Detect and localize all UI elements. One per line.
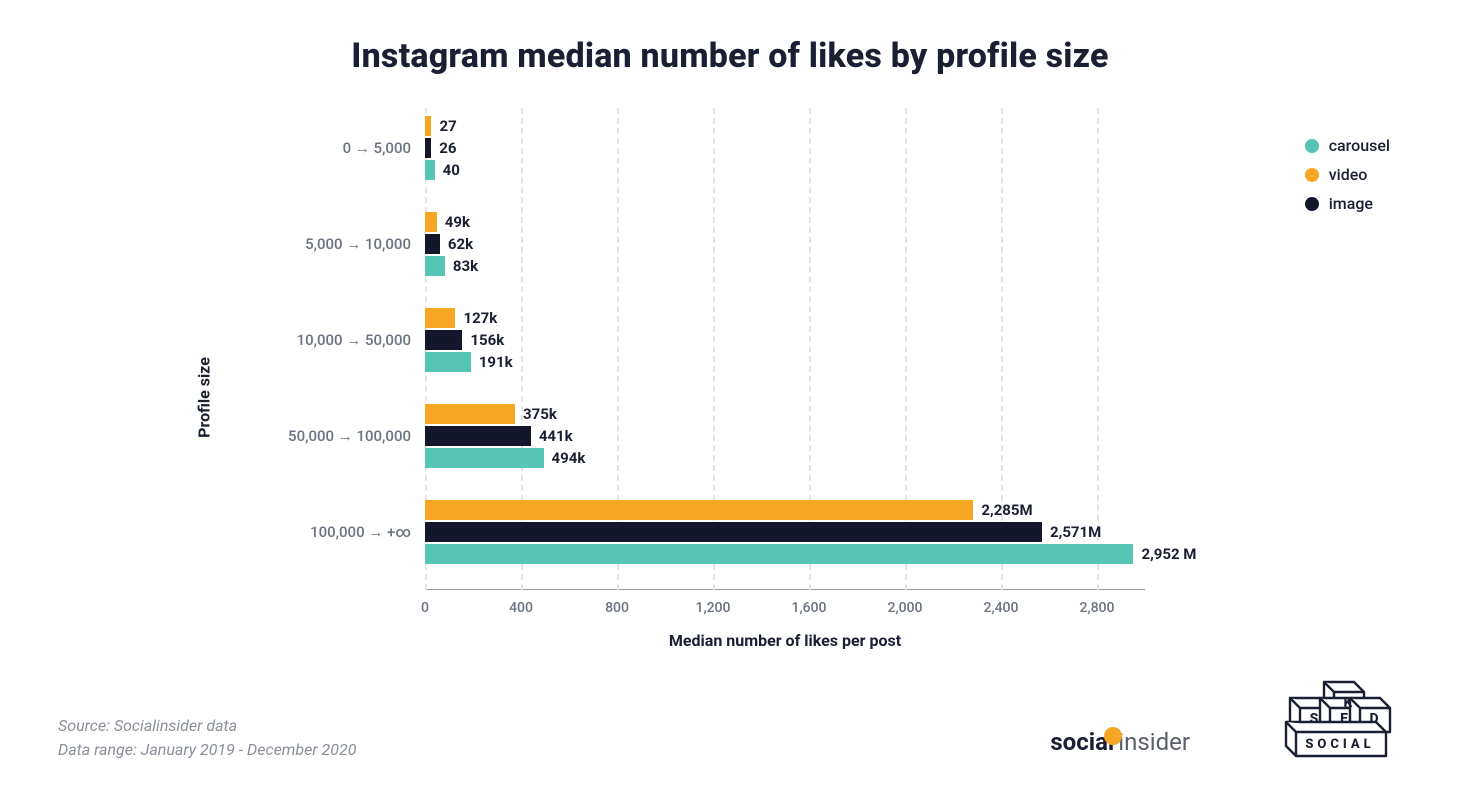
- sked-word-social: SOCIAL: [1305, 737, 1374, 752]
- category-label: 100,000 → +∞: [310, 523, 425, 541]
- bar-carousel: 2,952 M: [425, 544, 1133, 564]
- source-line-1: Source: Socialinsider data: [58, 714, 356, 738]
- x-tick: 400: [509, 600, 533, 616]
- legend-label: image: [1329, 194, 1373, 213]
- x-axis-line: [425, 589, 1145, 590]
- chart-title: Instagram median number of likes by prof…: [0, 0, 1460, 76]
- bar-value-label: 441k: [531, 427, 573, 445]
- legend-label: carousel: [1329, 136, 1390, 155]
- bar-value-label: 156k: [462, 331, 504, 349]
- category-label: 5,000 → 10,000: [305, 235, 425, 253]
- x-tick: 800: [605, 600, 629, 616]
- category-label: 10,000 → 50,000: [297, 331, 425, 349]
- socialinsider-logo: socialinsider: [1050, 728, 1190, 756]
- legend-label: video: [1329, 165, 1368, 184]
- bar-image: 441k: [425, 426, 531, 446]
- x-tick: 2,000: [888, 600, 923, 616]
- bar-image: 62k: [425, 234, 440, 254]
- bar-value-label: 375k: [515, 405, 557, 423]
- bar-value-label: 26: [431, 139, 456, 157]
- sked-social-logo: K S E D SOCIAL: [1260, 676, 1410, 770]
- legend-item-video: video: [1305, 165, 1390, 184]
- sked-letter-k: K: [1344, 695, 1354, 711]
- legend-dot-icon: [1305, 197, 1319, 211]
- x-tick: 1,600: [792, 600, 827, 616]
- x-tick: 0: [421, 600, 429, 616]
- y-axis-title: Profile size: [195, 357, 214, 438]
- chart-area: Profile size Median number of likes per …: [230, 108, 1230, 668]
- source-footer: Source: Socialinsider data Data range: J…: [58, 714, 356, 762]
- bar-value-label: 191k: [471, 353, 513, 371]
- bar-video: 27: [425, 116, 431, 136]
- sked-letter-d: D: [1369, 711, 1378, 727]
- bar-image: 156k: [425, 330, 462, 350]
- x-axis-title: Median number of likes per post: [669, 631, 901, 650]
- sked-letter-s: S: [1310, 711, 1319, 727]
- legend-item-carousel: carousel: [1305, 136, 1390, 155]
- bar-value-label: 40: [435, 161, 460, 179]
- bar-value-label: 2,571M: [1042, 523, 1101, 541]
- bar-group: 0 → 5,000272640: [425, 116, 1145, 180]
- bar-value-label: 83k: [445, 257, 478, 275]
- category-label: 0 → 5,000: [343, 139, 425, 157]
- bar-value-label: 49k: [437, 213, 470, 231]
- sked-letter-e: E: [1340, 711, 1348, 727]
- bar-image: 2,571M: [425, 522, 1042, 542]
- bar-group: 50,000 → 100,000375k441k494k: [425, 404, 1145, 468]
- x-tick: 2,800: [1080, 600, 1115, 616]
- bar-value-label: 2,285M: [973, 501, 1032, 519]
- legend-item-image: image: [1305, 194, 1390, 213]
- legend-dot-icon: [1305, 168, 1319, 182]
- category-label: 50,000 → 100,000: [288, 427, 425, 445]
- bar-image: 26: [425, 138, 431, 158]
- bar-video: 375k: [425, 404, 515, 424]
- bar-value-label: 127k: [455, 309, 497, 327]
- logo-thin: insider: [1118, 728, 1190, 756]
- bar-value-label: 494k: [544, 449, 586, 467]
- bar-carousel: 191k: [425, 352, 471, 372]
- bar-value-label: 2,952 M: [1133, 545, 1196, 563]
- legend-dot-icon: [1305, 139, 1319, 153]
- bar-video: 127k: [425, 308, 455, 328]
- bar-carousel: 83k: [425, 256, 445, 276]
- bar-group: 10,000 → 50,000127k156k191k: [425, 308, 1145, 372]
- bar-value-label: 62k: [440, 235, 473, 253]
- legend: carousel video image: [1305, 136, 1390, 223]
- bar-value-label: 27: [431, 117, 456, 135]
- bar-carousel: 494k: [425, 448, 544, 468]
- x-tick: 2,400: [984, 600, 1019, 616]
- bar-group: 100,000 → +∞2,285M2,571M2,952 M: [425, 500, 1145, 564]
- x-tick: 1,200: [696, 600, 731, 616]
- bar-group: 5,000 → 10,00049k62k83k: [425, 212, 1145, 276]
- source-line-2: Data range: January 2019 - December 2020: [58, 738, 356, 762]
- bar-video: 2,285M: [425, 500, 973, 520]
- bar-video: 49k: [425, 212, 437, 232]
- bar-carousel: 40: [425, 160, 435, 180]
